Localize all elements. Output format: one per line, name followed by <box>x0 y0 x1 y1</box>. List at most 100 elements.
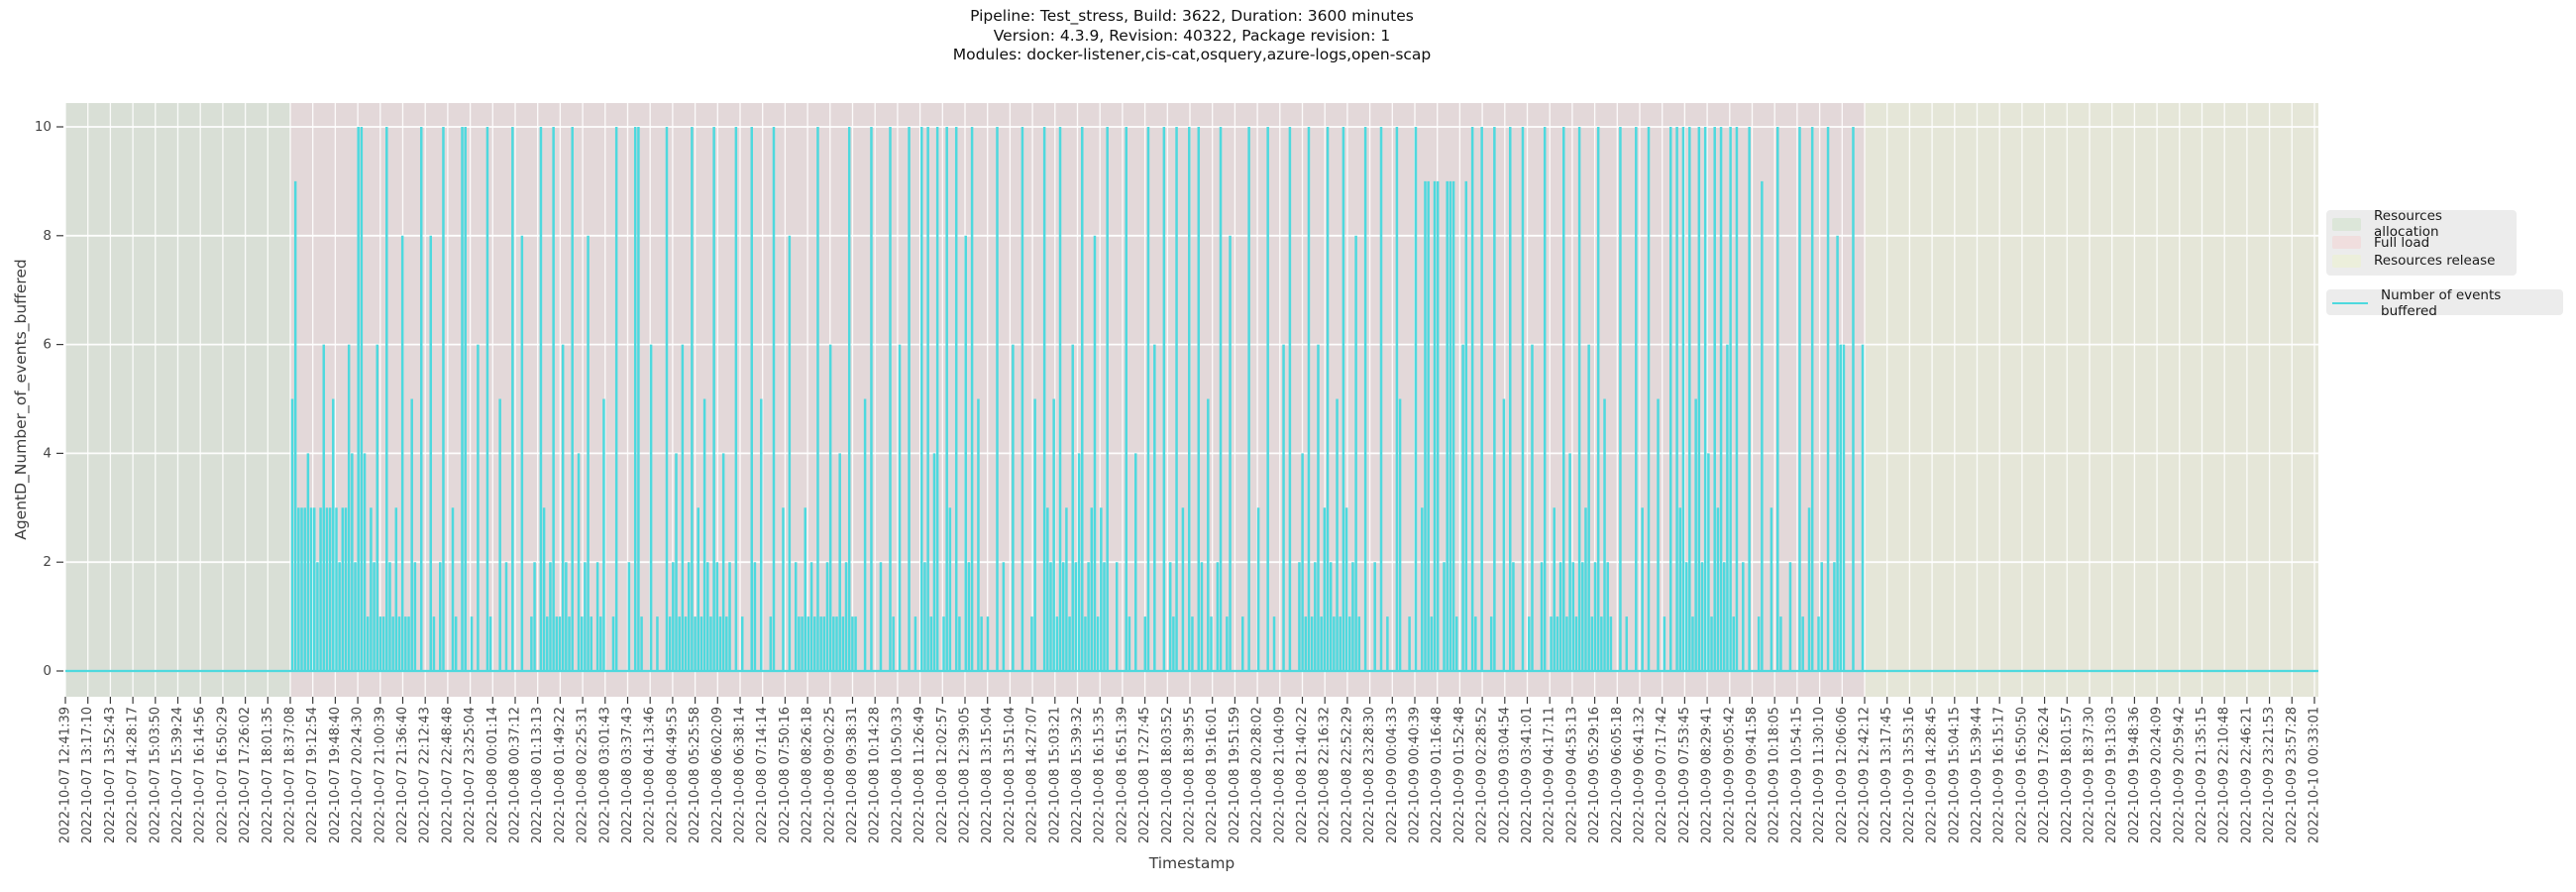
x-tick-label: 2022-10-07 23:25:04 <box>463 707 478 843</box>
x-tick-label: 2022-10-09 23:57:28 <box>2285 707 2300 843</box>
release-swatch-icon <box>2332 254 2361 268</box>
y-tick-labels: 0 2 4 6 8 10 <box>35 119 52 679</box>
x-tick-label: 2022-10-09 16:15:17 <box>1992 707 2007 843</box>
x-tick-label: 2022-10-08 21:40:22 <box>1295 707 1310 843</box>
x-tick-label: 2022-10-08 00:01:14 <box>485 707 500 843</box>
x-tick-label: 2022-10-09 06:41:32 <box>1633 707 1648 843</box>
x-tick-label: 2022-10-10 00:33:01 <box>2308 707 2322 843</box>
x-tick-label: 2022-10-08 15:39:32 <box>1070 707 1085 843</box>
x-tick-label: 2022-10-07 19:48:40 <box>328 707 343 843</box>
chart-title-line-2: Version: 4.3.9, Revision: 40322, Package… <box>993 26 1391 45</box>
x-tick-label: 2022-10-08 03:01:43 <box>597 707 612 843</box>
x-tick-label: 2022-10-09 15:04:15 <box>1947 707 1962 843</box>
y-tick-label: 8 <box>43 228 52 244</box>
x-tick-label: 2022-10-08 16:15:35 <box>1093 707 1108 843</box>
x-tick-label: 2022-10-08 19:16:01 <box>1205 707 1220 843</box>
x-tick-label: 2022-10-09 18:37:30 <box>2083 707 2097 843</box>
x-tick-label: 2022-10-07 17:26:02 <box>238 707 253 843</box>
y-tick-label: 0 <box>43 663 52 679</box>
x-tick-label: 2022-10-08 04:13:46 <box>643 707 658 843</box>
x-tick-label: 2022-10-07 19:12:54 <box>305 707 320 843</box>
x-tick-label: 2022-10-08 14:27:07 <box>1025 707 1040 843</box>
x-tick-label: 2022-10-07 22:12:43 <box>418 707 433 843</box>
x-tick-label: 2022-10-08 22:16:32 <box>1318 707 1333 843</box>
x-tick-label: 2022-10-08 19:51:59 <box>1228 707 1242 843</box>
x-tick-label: 2022-10-08 09:02:25 <box>822 707 837 843</box>
x-tick-label: 2022-10-09 19:48:36 <box>2127 707 2142 843</box>
y-tick-label: 2 <box>43 554 52 570</box>
x-tick-label: 2022-10-09 09:41:58 <box>1745 707 1760 843</box>
x-tick-label: 2022-10-09 18:01:57 <box>2060 707 2075 843</box>
x-tick-label: 2022-10-08 17:27:45 <box>1137 707 1152 843</box>
x-tick-label: 2022-10-09 07:17:42 <box>1655 707 1669 843</box>
x-tick-label: 2022-10-07 22:48:48 <box>440 707 455 843</box>
x-tick-label: 2022-10-09 22:46:21 <box>2239 707 2254 843</box>
x-tick-label: 2022-10-09 00:40:39 <box>1408 707 1423 843</box>
x-axis-label: Timestamp <box>1148 854 1235 872</box>
x-tick-label: 2022-10-08 03:37:43 <box>620 707 635 843</box>
x-tick-label: 2022-10-08 18:39:55 <box>1183 707 1198 843</box>
x-tick-label: 2022-10-09 09:05:42 <box>1722 707 1737 843</box>
x-tick-label: 2022-10-08 21:04:09 <box>1272 707 1287 843</box>
allocation-swatch-icon <box>2332 217 2361 231</box>
x-tick-label: 2022-10-07 16:50:29 <box>215 707 230 843</box>
x-tick-label: 2022-10-09 03:41:01 <box>1520 707 1535 843</box>
x-tick-label: 2022-10-09 08:29:41 <box>1700 707 1715 843</box>
x-tick-label: 2022-10-09 04:17:11 <box>1543 707 1557 843</box>
x-tick-label: 2022-10-08 15:03:21 <box>1047 707 1062 843</box>
x-tick-label: 2022-10-09 01:52:48 <box>1452 707 1467 843</box>
full-load-swatch-icon <box>2332 236 2361 250</box>
series-line-icon <box>2332 302 2368 305</box>
x-tick-label: 2022-10-09 15:39:44 <box>1970 707 1985 843</box>
y-tick-label: 10 <box>35 119 52 135</box>
x-tick-label: 2022-10-09 20:59:42 <box>2172 707 2187 843</box>
x-tick-label: 2022-10-09 14:28:45 <box>1925 707 1940 843</box>
legend-label: Full load <box>2374 234 2430 251</box>
x-tick-label: 2022-10-09 02:28:52 <box>1475 707 1490 843</box>
x-tick-label: 2022-10-08 07:50:16 <box>778 707 793 843</box>
x-tick-label: 2022-10-08 09:38:31 <box>845 707 860 843</box>
x-tick-label: 2022-10-09 01:16:48 <box>1430 707 1445 843</box>
x-tick-label: 2022-10-08 08:26:18 <box>801 707 815 843</box>
x-tick-label: 2022-10-08 10:14:28 <box>868 707 883 843</box>
x-tick-label: 2022-10-09 13:53:16 <box>1902 707 1917 843</box>
x-tick-label: 2022-10-08 18:03:52 <box>1160 707 1175 843</box>
legend-label: Resources allocation <box>2374 208 2442 241</box>
x-tick-label: 2022-10-09 10:18:05 <box>1768 707 1782 843</box>
x-tick-label: 2022-10-07 21:00:39 <box>373 707 387 843</box>
y-tick-label: 6 <box>43 337 52 353</box>
x-tick-label: 2022-10-07 15:39:24 <box>170 707 185 843</box>
x-tick-label: 2022-10-09 19:13:03 <box>2104 707 2119 843</box>
x-tick-label: 2022-10-09 06:05:18 <box>1610 707 1625 843</box>
x-tick-marks <box>64 697 2315 704</box>
x-tick-label: 2022-10-09 20:24:09 <box>2150 707 2165 843</box>
x-tick-label: 2022-10-09 11:30:10 <box>1812 707 1827 843</box>
y-axis-label: AgentD_Number_of_events_buffered <box>12 259 30 540</box>
x-tick-label: 2022-10-07 16:14:56 <box>193 707 208 843</box>
x-tick-label: 2022-10-09 07:53:45 <box>1677 707 1692 843</box>
x-tick-label: 2022-10-07 20:24:30 <box>351 707 366 843</box>
x-tick-label: 2022-10-09 04:53:13 <box>1564 707 1579 843</box>
x-tick-label: 2022-10-09 22:10:48 <box>2217 707 2232 843</box>
x-tick-label: 2022-10-07 14:28:17 <box>126 707 141 843</box>
series-spikes <box>290 127 1865 671</box>
x-tick-label: 2022-10-08 13:15:04 <box>980 707 995 843</box>
legend-label: Resources release <box>2374 253 2496 270</box>
band-resources-release <box>1865 103 2318 697</box>
x-tick-label: 2022-10-09 13:17:45 <box>1879 707 1894 843</box>
legend-regions-box: Resources allocation Full load Resources… <box>2326 208 2517 276</box>
y-tick-marks <box>56 126 63 672</box>
x-tick-label: 2022-10-08 22:52:29 <box>1340 707 1354 843</box>
x-tick-label: 2022-10-08 04:49:53 <box>665 707 680 843</box>
legend-series-box: Number of events buffered <box>2326 287 2563 319</box>
x-tick-label: 2022-10-08 12:02:57 <box>935 707 950 843</box>
x-tick-label: 2022-10-08 13:51:04 <box>1003 707 1018 843</box>
x-tick-label: 2022-10-07 15:03:50 <box>148 707 162 843</box>
x-tick-label: 2022-10-08 07:14:14 <box>755 707 770 843</box>
x-tick-label: 2022-10-07 13:17:10 <box>80 707 95 843</box>
x-tick-label: 2022-10-07 18:37:08 <box>283 707 298 843</box>
x-tick-label: 2022-10-08 11:26:49 <box>912 707 927 843</box>
x-tick-label: 2022-10-09 12:06:06 <box>1835 707 1850 843</box>
